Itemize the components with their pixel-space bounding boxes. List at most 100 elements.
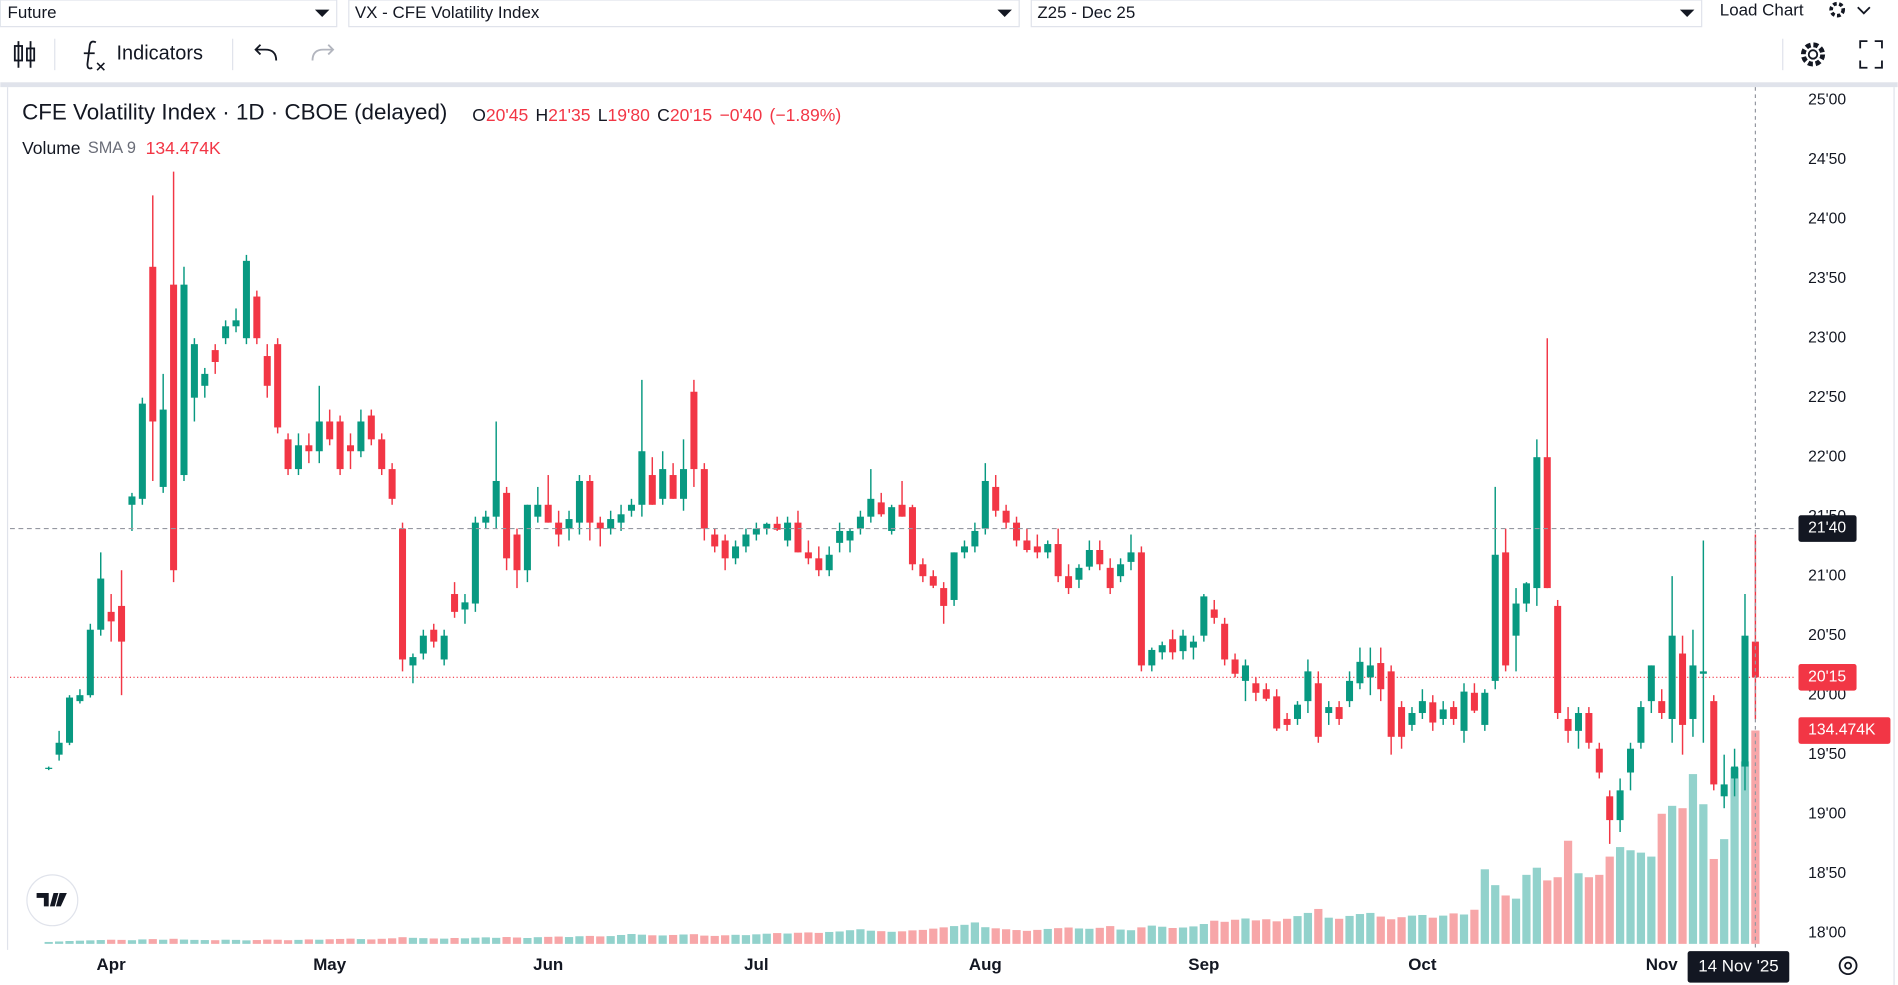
candle-body <box>700 469 708 529</box>
volume-bar <box>408 937 418 944</box>
market-select-text: Future <box>8 3 57 22</box>
volume-bar <box>939 927 948 944</box>
contract-select[interactable] <box>1030 0 1703 28</box>
volume-bar <box>460 938 470 944</box>
candle-body <box>1481 692 1489 725</box>
ohlc-value: 19'80 <box>608 105 651 125</box>
volume-bar <box>388 938 397 944</box>
y-tick-label: 23'00 <box>1808 329 1846 346</box>
ohlc-legend: O20'45 H21'35 L19'80 C20'15 −0'40 (−1.89%) <box>472 105 841 125</box>
volume-bar <box>1584 877 1594 944</box>
dropdown-arrow <box>997 9 1012 17</box>
volume-bar <box>1158 926 1167 944</box>
volume-bar <box>793 932 803 944</box>
volume-bar <box>1282 918 1292 944</box>
candle-body <box>1533 457 1541 589</box>
volume-indicator: SMA 9 <box>88 139 136 157</box>
volume-bar <box>471 937 480 944</box>
volume-bar <box>1418 914 1427 944</box>
volume-bar <box>1470 909 1479 944</box>
volume-bar <box>1449 913 1458 944</box>
caret-icon[interactable] <box>1857 6 1871 15</box>
volume-bar <box>596 936 605 944</box>
fullscreen-button[interactable] <box>1859 40 1883 69</box>
volume-bar <box>325 939 334 944</box>
candle-body <box>451 594 459 612</box>
candle-body <box>1574 713 1582 731</box>
settings-button[interactable] <box>1800 42 1826 67</box>
volume-bar <box>356 939 366 944</box>
candle-body <box>1023 540 1031 550</box>
volume-bar <box>1241 918 1250 944</box>
candle-body <box>638 451 646 505</box>
volume-bar <box>1033 929 1042 944</box>
icon-body <box>26 47 36 62</box>
volume-bar <box>1480 869 1489 944</box>
volume-bar <box>1574 873 1583 944</box>
redo-button[interactable] <box>311 44 335 61</box>
volume-bar <box>1709 858 1718 944</box>
x-tick-label: Aug <box>969 955 1002 974</box>
volume-bar <box>377 938 386 944</box>
volume-bar <box>1428 917 1437 944</box>
candle-body <box>1366 665 1374 678</box>
volume-bar <box>1335 918 1344 944</box>
volume-bar <box>107 939 116 944</box>
volume-bar <box>689 934 699 944</box>
candle-body <box>107 611 115 622</box>
volume-bar <box>752 934 761 944</box>
symbol-select[interactable] <box>348 0 1020 28</box>
volume-bar <box>845 930 855 944</box>
candle-body <box>1117 564 1125 577</box>
undo-button[interactable] <box>254 44 278 61</box>
candle-body <box>1148 649 1156 666</box>
volume-bar <box>533 937 542 944</box>
fx-icon[interactable] <box>83 40 97 70</box>
volume-bar <box>835 931 844 944</box>
volume-bar <box>65 941 74 944</box>
candle-body <box>1179 635 1187 652</box>
indicators-button[interactable]: Indicators <box>116 43 203 65</box>
volume-bar <box>1699 804 1708 944</box>
volume-bar <box>1168 927 1177 944</box>
candle-body <box>1137 552 1145 666</box>
market-select[interactable] <box>0 0 338 28</box>
volume-tag: 134.474K <box>1808 722 1876 739</box>
volume-bar <box>1605 856 1614 944</box>
candle-body <box>1627 748 1635 773</box>
candle-body <box>461 602 469 610</box>
volume-bar <box>544 936 553 944</box>
candle-body <box>1065 576 1073 589</box>
volume-bar <box>1491 885 1500 944</box>
volume-bar <box>263 939 272 944</box>
volume-bar <box>512 937 522 944</box>
candle-body <box>742 534 750 547</box>
candle-body <box>118 605 126 642</box>
chart-type-button[interactable] <box>13 41 36 68</box>
volume-bar <box>627 934 636 944</box>
volume-bar <box>117 939 126 944</box>
candle-body <box>482 516 490 523</box>
crosshair-price-tag: 21'40 <box>1808 520 1846 537</box>
x-tick-label: May <box>313 955 347 974</box>
symbol-select-text: VX - CFE Volatility Index <box>355 3 540 22</box>
candle-body <box>846 530 854 541</box>
volume-bar <box>502 937 511 944</box>
gear-icon[interactable] <box>1829 1 1846 18</box>
volume-bar <box>190 939 199 944</box>
candle-body <box>773 523 781 530</box>
load-chart-button[interactable]: Load Chart <box>1720 0 1804 19</box>
candle-body <box>1439 709 1447 719</box>
volume-bar <box>637 934 646 944</box>
candle-body <box>950 552 958 600</box>
candle-body <box>1002 510 1010 523</box>
volume-bar <box>1116 929 1125 944</box>
volume-bar <box>1314 908 1323 944</box>
volume-bar <box>1532 867 1541 944</box>
axis-settings-button[interactable] <box>1838 956 1858 976</box>
candle-body <box>888 507 896 531</box>
volume-bar <box>450 937 459 944</box>
volume-bar <box>1293 916 1302 944</box>
